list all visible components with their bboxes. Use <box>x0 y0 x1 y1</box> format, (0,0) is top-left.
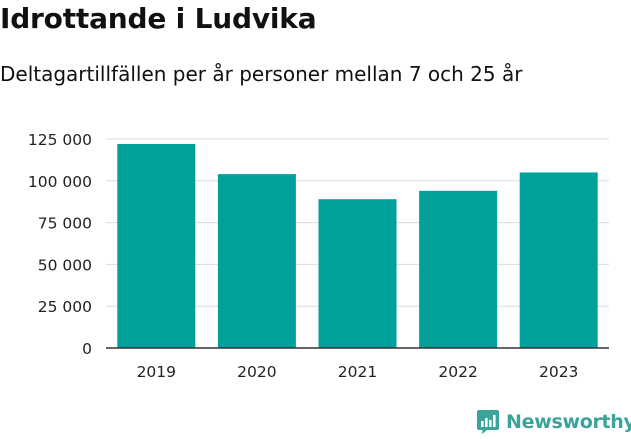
x-tick-label: 2022 <box>438 363 477 381</box>
bar <box>217 174 296 348</box>
x-tick-label: 2023 <box>539 363 578 381</box>
newsworthy-icon <box>477 410 499 434</box>
x-tick-label: 2021 <box>338 363 377 381</box>
chart-title: Idrottande i Ludvika <box>0 2 317 35</box>
y-tick-label: 50 000 <box>38 256 92 274</box>
y-tick-label: 75 000 <box>38 215 92 233</box>
bar <box>117 144 196 348</box>
x-tick-label: 2020 <box>237 363 276 381</box>
chart-subtitle: Deltagartillfällen per år personer mella… <box>0 62 523 86</box>
brand-name: Newsworthy <box>506 411 631 433</box>
bar <box>519 172 598 348</box>
bar <box>318 199 397 348</box>
y-tick-label: 25 000 <box>38 298 92 316</box>
newsworthy-logo: Newsworthy <box>476 407 631 437</box>
y-tick-label: 100 000 <box>28 173 92 191</box>
bar <box>419 190 498 348</box>
x-tick-label: 2019 <box>137 363 176 381</box>
y-tick-label: 0 <box>82 340 92 358</box>
y-tick-label: 125 000 <box>28 131 92 149</box>
